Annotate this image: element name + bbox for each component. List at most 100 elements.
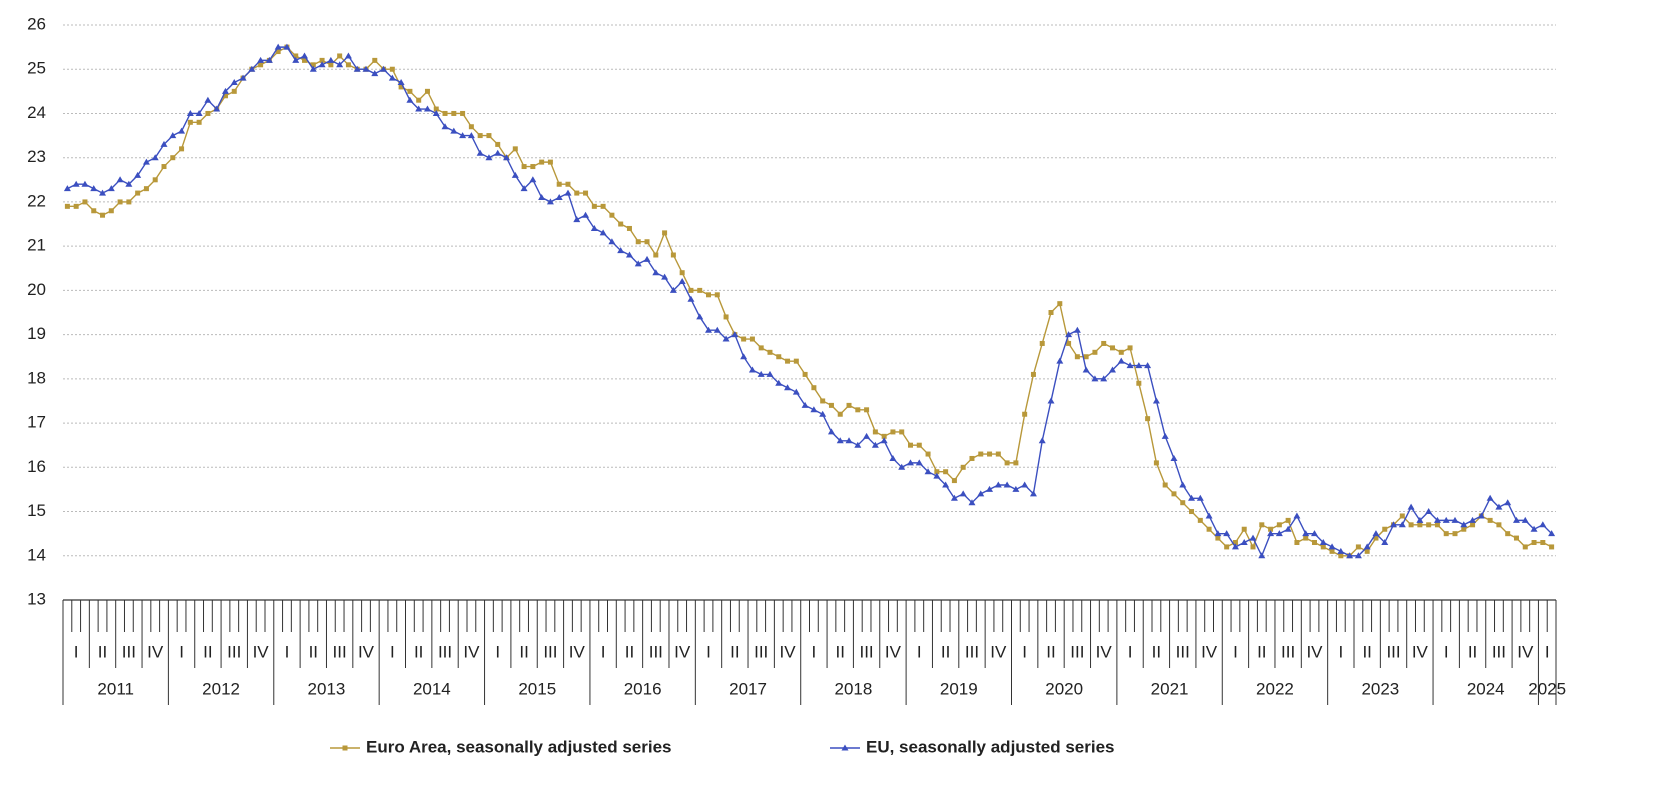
point [319,57,325,63]
point [864,407,870,413]
y-tick-label: 14 [27,545,46,564]
point [1382,526,1388,532]
point [634,260,642,267]
point [740,353,748,360]
quarter-label: II [519,642,528,661]
point [644,239,650,245]
point [1426,522,1432,528]
point [451,110,457,116]
point [1477,512,1485,519]
point [950,494,958,501]
point [1461,526,1467,532]
point [1162,482,1168,488]
series-line [67,46,1552,557]
point [186,109,194,116]
point [213,105,221,112]
quarter-label: III [543,642,557,661]
point [792,388,800,395]
point [942,481,950,488]
quarter-label: IV [1201,642,1218,661]
point [1311,540,1317,545]
point [318,61,326,68]
quarter-label: IV [463,642,480,661]
quarter-label: IV [674,642,691,661]
point [547,159,553,165]
point [1259,522,1265,528]
point [1372,530,1380,537]
point [1398,521,1406,528]
quarter-label: II [941,642,950,661]
point [880,437,888,444]
series-line [67,46,1553,558]
point [1390,521,1398,528]
point [907,442,913,448]
point [669,286,677,293]
point [1189,509,1195,515]
point [310,62,316,68]
point [960,464,966,470]
point [1284,525,1292,532]
point [828,402,834,408]
y-tick-label: 16 [27,457,46,476]
quarter-label: IV [253,642,270,661]
point [178,127,186,134]
point [494,149,502,156]
point [152,177,158,183]
point [1215,535,1221,541]
point [1012,485,1020,492]
year-label: 2016 [624,679,662,698]
point [1258,552,1266,559]
point [872,429,878,435]
quarter-label: III [965,642,979,661]
point [916,442,922,448]
point [731,331,739,338]
point [90,185,98,192]
quarter-label: I [1022,642,1027,661]
point [362,65,370,72]
point [265,56,273,63]
point [239,74,247,81]
legend-label: Euro Area, seasonally adjusted series [366,737,672,756]
point [372,57,378,63]
year-label: 2018 [834,679,872,698]
quarter-label: I [812,642,817,661]
y-tick-label: 26 [27,14,46,33]
quarter-label: III [859,642,873,661]
point [1530,525,1538,532]
point [1100,375,1108,382]
point [625,251,633,258]
point [1223,530,1231,537]
point [1224,544,1230,550]
point [626,225,632,231]
point [441,123,449,130]
point [486,133,492,139]
quarter-label: I [1128,642,1133,661]
point [898,463,906,470]
point [1539,521,1547,528]
point [1206,526,1212,532]
point [309,65,317,72]
point [82,199,88,205]
point [1319,539,1327,545]
y-tick-label: 21 [27,236,46,255]
point [906,459,914,466]
point [706,292,712,298]
point [810,406,818,413]
point [785,358,791,364]
point [1091,375,1099,382]
point [1294,540,1300,545]
point [802,371,808,377]
point [889,454,897,461]
point [1109,345,1115,351]
quarter-label: I [1338,642,1343,661]
point [915,459,923,466]
quarter-label: II [203,642,212,661]
point [328,62,334,68]
point [302,57,308,63]
point [1469,516,1477,523]
point [398,84,404,90]
point [978,451,984,457]
point [1381,539,1389,545]
point [283,43,291,50]
point [1416,516,1424,523]
